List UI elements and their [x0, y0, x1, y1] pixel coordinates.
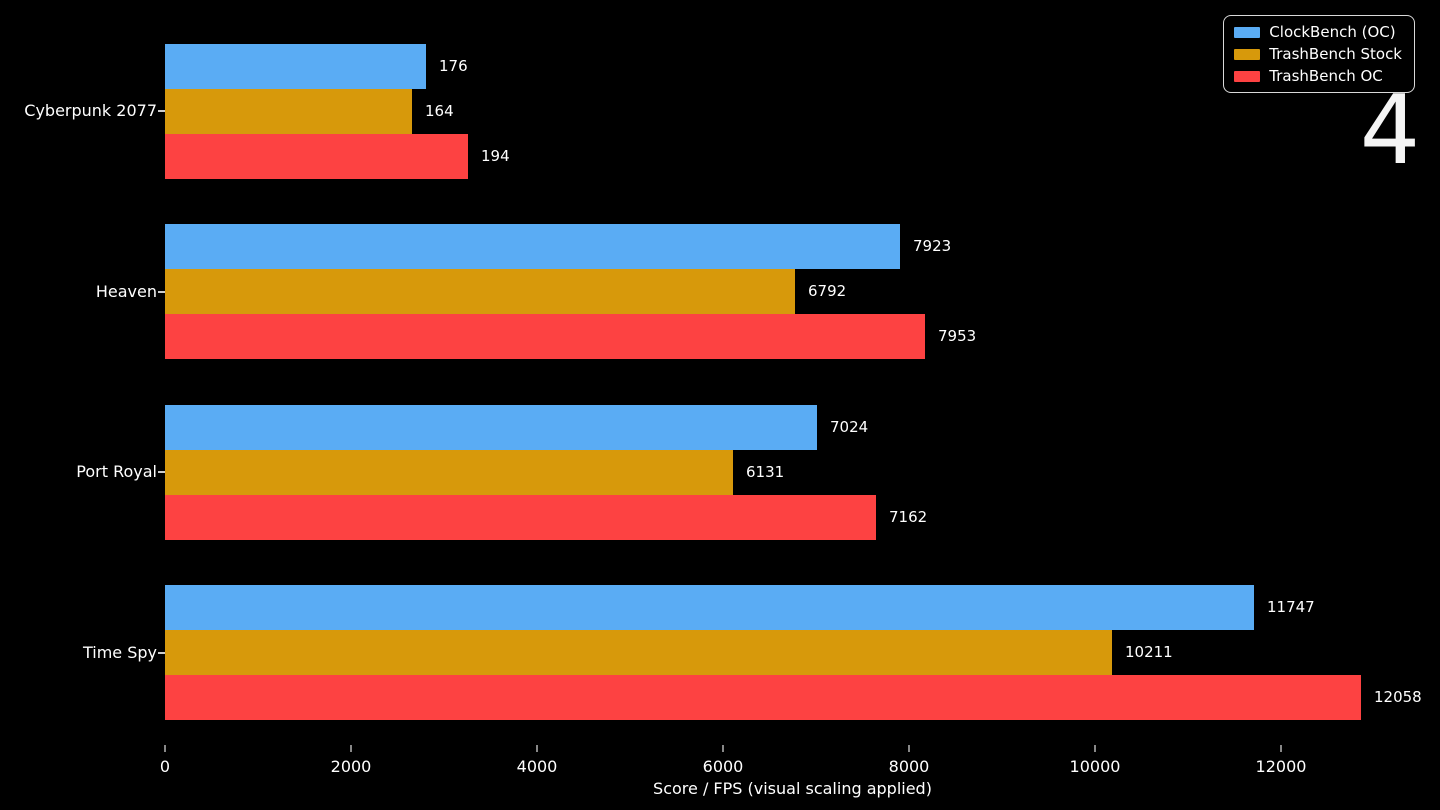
bar	[165, 269, 795, 314]
x-tick-mark	[1094, 745, 1096, 752]
x-tick-label: 8000	[888, 757, 930, 776]
bar-value-label: 7162	[889, 507, 928, 526]
bar	[165, 88, 412, 134]
bar	[165, 314, 925, 359]
legend-swatch-icon	[1234, 70, 1261, 82]
bar	[165, 43, 426, 89]
bar-value-label: 7923	[913, 237, 952, 255]
y-tick-mark	[158, 471, 165, 473]
x-tick-mark	[350, 745, 352, 752]
bar	[165, 675, 1361, 720]
bar-value-label: 7953	[938, 327, 977, 345]
bar-value-label: 164	[425, 101, 454, 120]
bar-value-label: 176	[439, 56, 468, 75]
category-label: Heaven	[95, 281, 157, 301]
x-tick-label: 4000	[516, 757, 558, 776]
bar	[165, 133, 468, 179]
y-tick-mark	[158, 110, 165, 112]
legend-swatch-icon	[1234, 48, 1261, 60]
category-label: Port Royal	[76, 462, 157, 481]
bar-value-label: 6131	[746, 462, 785, 481]
category-label: Cyberpunk 2077	[24, 101, 157, 120]
category-label: Time Spy	[82, 642, 157, 662]
legend-item: ClockBench (OC)	[1234, 23, 1402, 41]
x-tick-mark	[722, 745, 724, 752]
x-tick-mark	[536, 745, 538, 752]
y-tick-mark	[158, 290, 165, 293]
legend-label: TrashBench OC	[1269, 67, 1383, 85]
bar	[165, 494, 876, 540]
legend: ClockBench (OC) TrashBench Stock TrashBenc…	[1223, 15, 1415, 93]
x-tick-label: 6000	[702, 757, 744, 776]
x-tick-label: 10000	[1069, 757, 1121, 776]
bar-value-label: 11747	[1267, 598, 1315, 616]
x-tick-label: 0	[159, 757, 171, 776]
bar	[165, 404, 817, 450]
x-tick-mark	[908, 745, 910, 752]
x-tick-label: 12000	[1255, 757, 1307, 776]
bar	[165, 630, 1112, 675]
bar	[165, 449, 733, 495]
bar	[165, 585, 1254, 630]
x-tick-mark	[1280, 745, 1282, 752]
bar-value-label: 6792	[808, 282, 847, 300]
legend-swatch-icon	[1234, 26, 1261, 38]
bar-value-label: 10211	[1125, 643, 1173, 661]
legend-item: TrashBench OC	[1234, 67, 1402, 85]
bar-value-label: 12058	[1374, 688, 1422, 706]
x-axis-label: Score / FPS (visual scaling applied)	[653, 779, 932, 798]
bar-value-label: 194	[481, 146, 510, 165]
slide-number: 4	[1359, 76, 1421, 186]
x-tick-mark	[164, 745, 166, 752]
legend-label: ClockBench (OC)	[1269, 23, 1396, 41]
x-tick-label: 2000	[330, 757, 372, 776]
legend-label: TrashBench Stock	[1269, 45, 1402, 63]
bar-value-label: 7024	[830, 417, 869, 436]
legend-item: TrashBench Stock	[1234, 45, 1402, 63]
bar	[165, 224, 900, 269]
y-tick-mark	[158, 651, 165, 654]
